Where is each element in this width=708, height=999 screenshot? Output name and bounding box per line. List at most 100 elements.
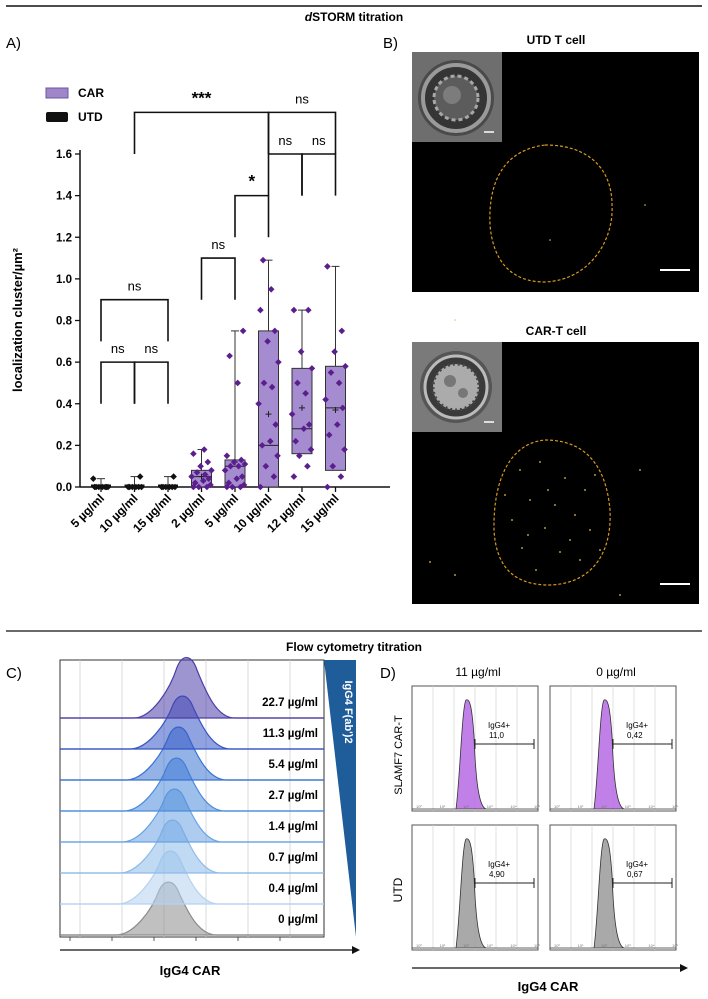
data-point: [200, 446, 208, 453]
flow-tick-label: 10⁴: [648, 943, 654, 948]
cluster-dot: [564, 477, 566, 479]
significance-brackets: ns ns ns ns * ns ns *** ns: [100, 88, 337, 404]
flow-tick-label: 10⁰: [554, 804, 560, 809]
cluster-dot: [579, 559, 581, 561]
data-point: [171, 483, 179, 491]
flow-tick-label: 10¹: [440, 804, 446, 809]
data-point: [203, 483, 211, 491]
triangle-label: IgG4 F(ab')2: [342, 680, 354, 743]
data-point: [229, 483, 236, 491]
cluster-dot: [559, 551, 561, 553]
cluster-dot: [544, 527, 546, 529]
significance-bracket: [100, 298, 169, 342]
flow-tick-label: 10³: [625, 943, 631, 948]
data-point: [132, 483, 140, 491]
cluster-dot: [547, 489, 549, 491]
significance-label: *: [248, 172, 255, 191]
data-point: [264, 338, 271, 345]
box-2: [158, 473, 179, 491]
concentration-triangle: [324, 660, 356, 937]
cluster-dot: [521, 547, 523, 549]
significance-label: ns: [211, 237, 225, 252]
concentration-label: 2.7 µg/ml: [269, 790, 318, 802]
data-point: [255, 400, 262, 408]
significance-bracket: [234, 194, 270, 238]
data-point: [324, 483, 331, 491]
y-tick-label: 0.0: [56, 482, 72, 494]
flow-panel-car-11: IgG4+11,0 10⁰ 10¹ 10² 10³ 10⁴ 10⁵: [411, 685, 540, 812]
flow-tick-label: 10⁵: [672, 943, 678, 948]
data-point: [259, 256, 267, 264]
col-title-11: 11 µg/ml: [455, 665, 500, 679]
data-point: [341, 446, 348, 453]
data-point: [275, 358, 282, 366]
concentration-label: 1.4 µg/ml: [269, 821, 318, 833]
significance-label: ns: [295, 91, 309, 106]
cluster-dot: [504, 494, 506, 496]
significance-label: ns: [278, 133, 292, 148]
significance-bracket: [133, 111, 270, 154]
data-point: [238, 473, 246, 480]
data-point: [331, 348, 338, 356]
flow-tick-label: 10⁵: [672, 804, 678, 809]
utd-cell-outline: [489, 144, 613, 283]
data-point: [195, 483, 203, 491]
data-point: [270, 473, 278, 480]
panel-d-arrow: [680, 964, 688, 972]
cluster-dot: [574, 514, 576, 516]
data-point: [208, 467, 215, 474]
panel-b-label: B): [383, 35, 398, 52]
data-point: [337, 473, 345, 480]
data-point: [159, 483, 167, 491]
box-iqr: [325, 365, 346, 471]
data-point: [290, 473, 298, 480]
flow-tick-label: 10⁵: [534, 804, 540, 809]
cluster-dot: [454, 574, 456, 576]
utd-cell-title: UTD T cell: [527, 33, 586, 47]
data-point: [233, 475, 241, 482]
flow-histogram: [412, 838, 538, 949]
significance-bracket: [100, 361, 136, 404]
flow-panel-utd-0: IgG4+0,67 10⁰ 10¹ 10² 10³ 10⁴ 10⁵: [549, 824, 678, 951]
box-4: [221, 327, 249, 491]
data-point: [322, 396, 329, 403]
gate-marker: [474, 739, 535, 749]
car-cell-title: CAR-T cell: [526, 324, 587, 338]
significance-label: ns: [111, 341, 125, 356]
cluster-dot: [554, 504, 556, 506]
flow-tick-label: 10¹: [578, 804, 584, 809]
flow-tick-label: 10²: [463, 943, 469, 948]
data-point: [339, 404, 346, 412]
section-title-flow: Flow cytometry titration: [286, 640, 422, 654]
significance-bracket: [301, 153, 337, 196]
cluster-dot: [549, 239, 551, 241]
data-point: [235, 462, 242, 470]
car-cell-clusters: [429, 204, 646, 596]
legend-car-label: CAR: [78, 86, 104, 100]
data-point: [234, 379, 241, 387]
data-point: [257, 306, 264, 314]
data-point: [207, 481, 214, 489]
panel-a-label: A): [6, 35, 21, 52]
box-mean: [198, 473, 205, 480]
data-point: [223, 452, 231, 460]
data-point: [305, 306, 312, 314]
significance-bracket: [267, 153, 303, 196]
data-point: [307, 446, 315, 453]
data-point: [302, 390, 309, 397]
cluster-dot: [529, 499, 531, 501]
y-tick-label: 0.4: [56, 399, 73, 411]
data-point: [334, 421, 341, 428]
histogram-0: [60, 657, 324, 719]
gate-marker: [612, 739, 673, 749]
data-point: [136, 473, 144, 480]
box-plots: [90, 256, 349, 491]
significance-bracket: [267, 111, 337, 154]
flow-tick-label: 10¹: [578, 943, 584, 948]
cluster-dot: [569, 539, 571, 541]
flow-tick-label: 10⁰: [416, 943, 422, 948]
gate-label: IgG4+: [488, 721, 510, 730]
flow-tick-label: 10³: [625, 804, 631, 809]
